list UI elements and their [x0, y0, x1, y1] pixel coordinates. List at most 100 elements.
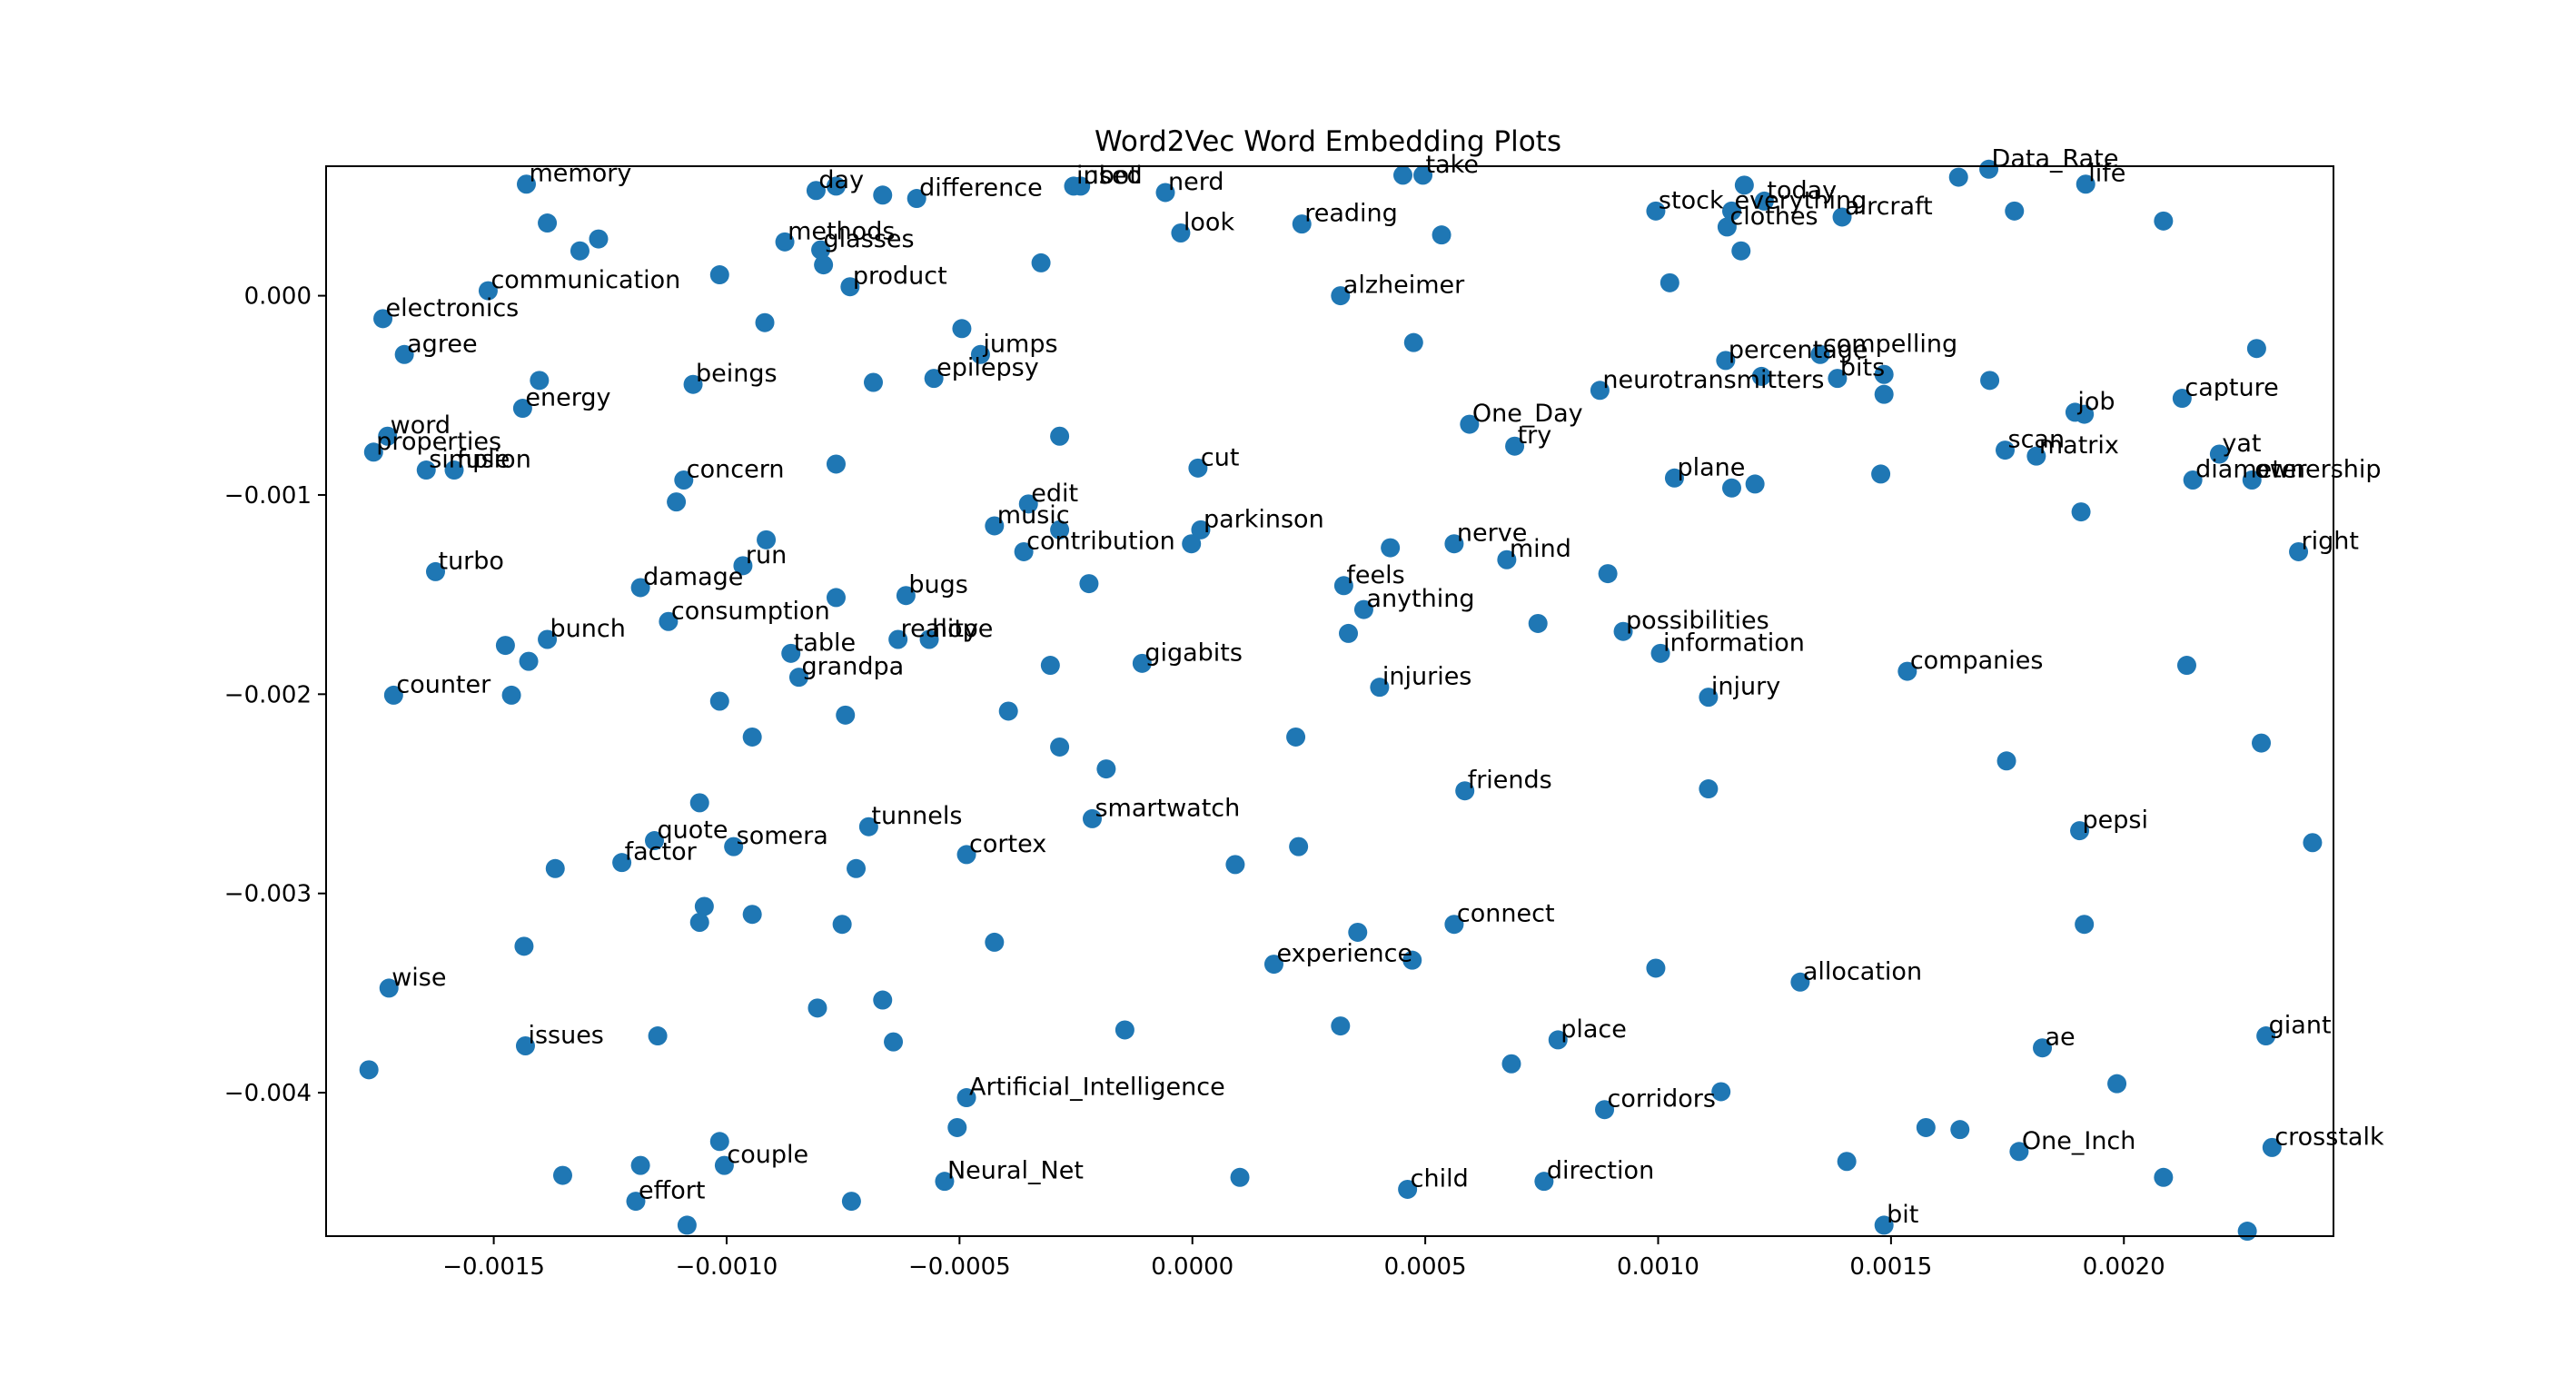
- x-tick-label: −0.0010: [676, 1253, 778, 1281]
- points-layer: [359, 159, 2323, 1242]
- point-label: day: [818, 166, 864, 194]
- data-point: [757, 530, 777, 549]
- data-point: [924, 369, 944, 389]
- point-label: yat: [2222, 430, 2261, 458]
- data-point: [1444, 534, 1464, 554]
- data-point: [863, 372, 883, 392]
- point-label: job: [2076, 388, 2115, 416]
- data-point: [985, 516, 1005, 536]
- data-point: [1353, 599, 1373, 619]
- x-tick-label: 0.0020: [2083, 1253, 2165, 1281]
- data-point: [552, 1165, 572, 1185]
- point-label: gigabits: [1144, 639, 1243, 667]
- data-point: [1754, 191, 1774, 211]
- data-point: [1646, 201, 1666, 221]
- data-point: [1115, 1020, 1134, 1040]
- point-label: parkinson: [1204, 505, 1324, 533]
- data-point: [826, 454, 846, 474]
- point-label: consumption: [671, 597, 830, 625]
- data-point: [1731, 241, 1751, 261]
- point-label: clothes: [1729, 203, 1818, 231]
- point-label: edit: [1031, 480, 1078, 508]
- point-label: communication: [490, 266, 680, 294]
- data-point: [1132, 653, 1152, 673]
- data-point: [444, 460, 464, 480]
- data-point: [394, 344, 414, 364]
- point-label: pepsi: [2083, 807, 2148, 835]
- point-label: properties: [376, 428, 501, 456]
- point-label: One_Inch: [2022, 1127, 2136, 1155]
- data-point: [714, 1155, 734, 1175]
- data-point: [683, 374, 703, 394]
- point-label: capture: [2185, 374, 2278, 402]
- data-point: [1191, 520, 1211, 540]
- point-label: percentage: [1729, 336, 1868, 364]
- point-label: reading: [1304, 200, 1398, 228]
- data-point: [2075, 915, 2095, 935]
- data-point: [1832, 207, 1852, 227]
- data-point: [363, 442, 383, 462]
- data-point: [1734, 175, 1754, 195]
- data-point: [1598, 564, 1618, 584]
- data-point: [998, 701, 1018, 721]
- point-label: beings: [696, 360, 778, 388]
- data-point: [1182, 534, 1202, 554]
- point-label: bunch: [550, 615, 626, 643]
- data-point: [648, 1026, 668, 1046]
- data-point: [2154, 1167, 2174, 1187]
- data-point: [630, 578, 650, 598]
- y-tick-label: −0.002: [224, 681, 312, 708]
- data-point: [826, 588, 846, 608]
- data-point: [1331, 1016, 1351, 1036]
- x-tick-label: 0.0015: [1849, 1253, 1932, 1281]
- data-point: [970, 344, 990, 364]
- data-point: [811, 240, 831, 260]
- point-label: electronics: [386, 294, 520, 322]
- point-label: scan: [2008, 426, 2066, 454]
- point-label: memory: [529, 160, 631, 188]
- data-point: [1650, 643, 1670, 663]
- point-label: nerve: [1457, 520, 1527, 548]
- data-point: [1444, 915, 1464, 935]
- point-label: information: [1663, 629, 1805, 657]
- point-label: difference: [919, 174, 1043, 203]
- data-point: [2070, 821, 2090, 841]
- x-axis: −0.0015 −0.0010 −0.0005 0.0000 0.0005 0.0010 0…: [442, 1236, 2165, 1281]
- data-point: [1370, 678, 1390, 698]
- data-point: [694, 896, 714, 916]
- data-point: [1188, 458, 1208, 478]
- point-label: compelling: [1823, 330, 1957, 358]
- data-point: [1230, 1167, 1250, 1187]
- data-point: [2242, 470, 2262, 490]
- data-point: [659, 611, 679, 631]
- data-point: [733, 556, 753, 576]
- point-label: contribution: [1026, 527, 1175, 555]
- point-label: damage: [643, 563, 743, 591]
- data-point: [1646, 958, 1666, 978]
- data-point: [589, 229, 609, 249]
- point-label: alzheimer: [1343, 272, 1465, 300]
- data-point: [2005, 201, 2025, 221]
- data-point: [1402, 950, 1422, 970]
- data-point: [814, 255, 834, 275]
- y-tick-label: −0.004: [224, 1080, 312, 1107]
- data-point: [538, 629, 558, 649]
- point-label: place: [1560, 1015, 1627, 1044]
- data-point: [2246, 339, 2266, 359]
- data-point: [1996, 751, 2016, 771]
- data-point: [1398, 1179, 1418, 1199]
- point-label: aircraft: [1845, 193, 1933, 221]
- data-point: [1916, 1117, 1936, 1137]
- data-point: [425, 561, 445, 581]
- data-point: [919, 629, 939, 649]
- data-point: [538, 213, 558, 233]
- y-axis: 0.000 −0.001 −0.002 −0.003 −0.004: [224, 283, 326, 1107]
- data-point: [2256, 1026, 2276, 1046]
- data-point: [742, 727, 762, 747]
- data-point: [1871, 464, 1891, 484]
- data-point: [1393, 165, 1413, 185]
- point-label: neurotransmitters: [1602, 366, 1824, 394]
- data-point: [2237, 1222, 2257, 1242]
- y-tick-label: −0.001: [224, 482, 312, 510]
- point-label: fusion: [457, 446, 531, 474]
